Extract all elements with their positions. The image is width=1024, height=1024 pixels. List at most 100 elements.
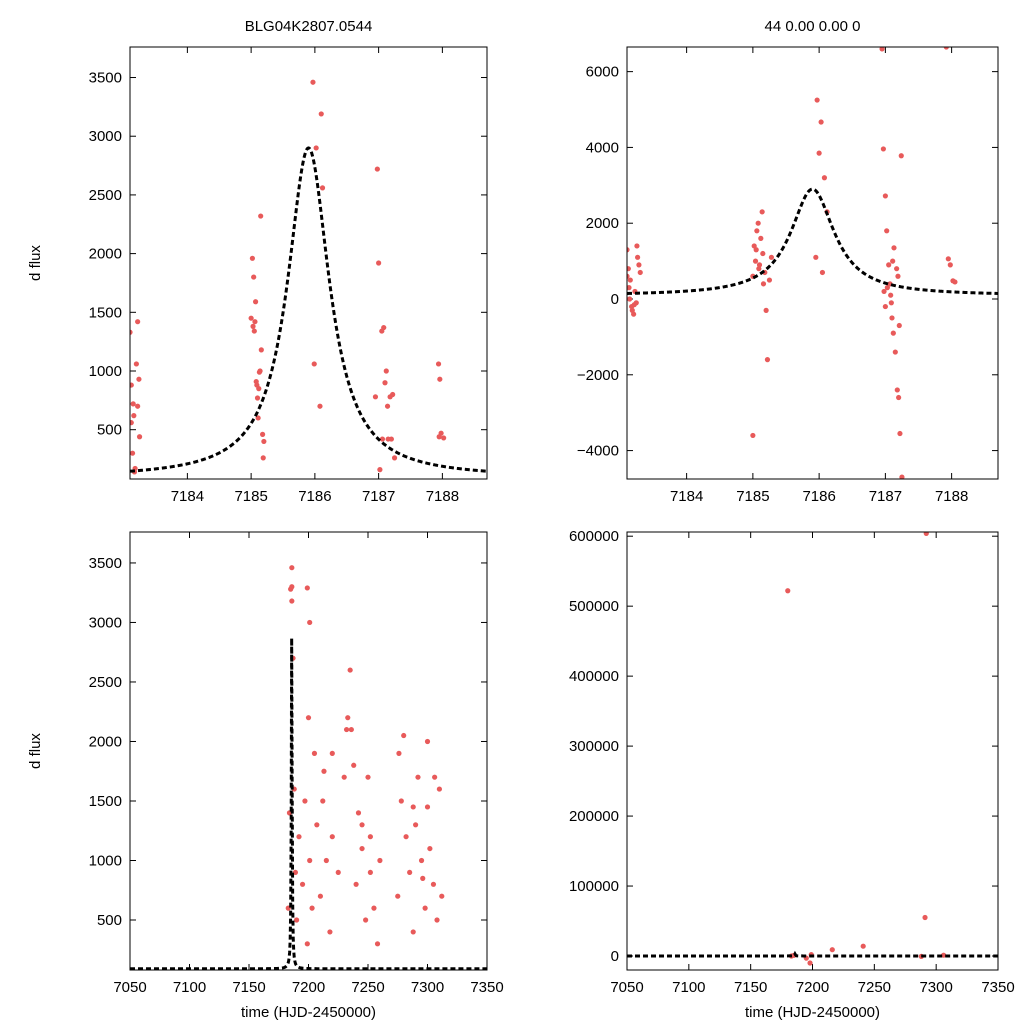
- y-tick-label: 1000: [89, 853, 122, 870]
- data-point: [251, 274, 257, 280]
- plot-area: [130, 565, 487, 970]
- chart-title: 44 0.00 0.00 0: [765, 18, 861, 35]
- y-tick-label: 0: [611, 948, 619, 965]
- data-point: [750, 432, 756, 439]
- data-point: [945, 256, 951, 262]
- data-point: [760, 250, 766, 257]
- data-point: [260, 431, 266, 437]
- data-point: [760, 281, 767, 287]
- data-point: [882, 303, 888, 310]
- data-point: [321, 768, 327, 774]
- data-point: [363, 917, 369, 923]
- panel-bottom-left: 7050 7100 7150 7200 7250 7300 7350 500 1000 1500 2…: [27, 531, 504, 1021]
- data-point: [889, 315, 895, 321]
- x-tick-label: 7100: [173, 979, 206, 996]
- data-point: [311, 750, 318, 756]
- data-point: [398, 798, 404, 804]
- data-point: [884, 228, 890, 234]
- data-point: [252, 319, 258, 325]
- y-tick-label: 2500: [89, 187, 122, 204]
- x-tick-label: 7200: [796, 979, 829, 996]
- data-point: [347, 667, 353, 673]
- data-point: [318, 111, 324, 117]
- data-point: [135, 403, 141, 409]
- axes-frame: [626, 531, 999, 971]
- data-point: [135, 319, 141, 325]
- data-point: [768, 254, 775, 260]
- series-observations: [785, 532, 947, 966]
- axes-frame: [129, 46, 488, 480]
- data-point: [289, 598, 295, 604]
- data-point: [410, 929, 416, 935]
- y-axis-label: d flux: [27, 733, 44, 769]
- data-point: [896, 322, 902, 329]
- data-point: [310, 79, 316, 85]
- data-point: [254, 382, 260, 388]
- data-point: [892, 349, 898, 355]
- y-tick-label: 300000: [569, 738, 619, 755]
- data-point: [130, 382, 134, 388]
- plot-area: [130, 79, 487, 475]
- data-point: [879, 47, 885, 52]
- data-point: [329, 750, 335, 756]
- x-tick-label: 7188: [935, 488, 968, 505]
- data-point: [829, 947, 835, 953]
- x-axis-label: time (HJD-2450000): [745, 1004, 880, 1021]
- data-point: [407, 869, 413, 876]
- data-point: [424, 804, 431, 810]
- y-tick-label: 1000: [89, 363, 122, 380]
- data-point: [305, 715, 312, 721]
- data-point: [880, 146, 886, 152]
- x-tick-label: 7150: [232, 979, 265, 996]
- data-point: [627, 273, 630, 279]
- data-point: [766, 277, 773, 283]
- data-point: [258, 347, 264, 353]
- data-point: [754, 228, 760, 234]
- x-tick-label: 7186: [298, 488, 331, 505]
- x-tick-label: 7050: [610, 979, 643, 996]
- data-point: [371, 905, 377, 911]
- y-tick-label: 100000: [569, 878, 619, 895]
- data-point: [395, 893, 401, 899]
- data-point: [307, 619, 313, 626]
- x-tick-label: 7185: [234, 488, 267, 505]
- data-point: [355, 810, 362, 816]
- y-tick-label: 2500: [89, 674, 122, 691]
- data-point: [250, 323, 256, 329]
- model-curve: [130, 146, 487, 473]
- data-point: [309, 905, 315, 911]
- y-tick-label: 200000: [569, 808, 619, 825]
- data-point: [881, 288, 887, 295]
- data-point: [261, 438, 267, 445]
- data-point: [755, 220, 761, 226]
- y-tick-label: 500: [97, 912, 122, 929]
- data-point: [377, 857, 383, 864]
- data-point: [403, 834, 409, 840]
- data-point: [252, 299, 259, 305]
- data-point: [636, 262, 642, 268]
- data-point: [317, 893, 323, 899]
- data-point: [819, 269, 826, 276]
- y-tick-label: 2000: [89, 246, 122, 263]
- data-point: [299, 881, 306, 887]
- y-tick-label: 1500: [89, 304, 122, 321]
- data-point: [413, 822, 419, 828]
- data-point: [758, 235, 764, 241]
- data-point: [435, 361, 442, 367]
- series-observations: [285, 565, 445, 947]
- data-point: [390, 391, 396, 398]
- data-point: [248, 315, 254, 321]
- x-tick-label: 7184: [670, 488, 703, 505]
- y-tick-label: 0: [611, 291, 619, 308]
- axes-frame: [626, 46, 999, 480]
- y-tick-label: 2000: [89, 733, 122, 750]
- data-point: [294, 917, 300, 923]
- data-point: [753, 247, 759, 253]
- data-point: [372, 394, 379, 400]
- data-point: [763, 307, 769, 313]
- model-curve: [130, 638, 487, 970]
- data-point: [289, 565, 295, 571]
- data-point: [952, 279, 958, 285]
- data-point: [420, 875, 426, 881]
